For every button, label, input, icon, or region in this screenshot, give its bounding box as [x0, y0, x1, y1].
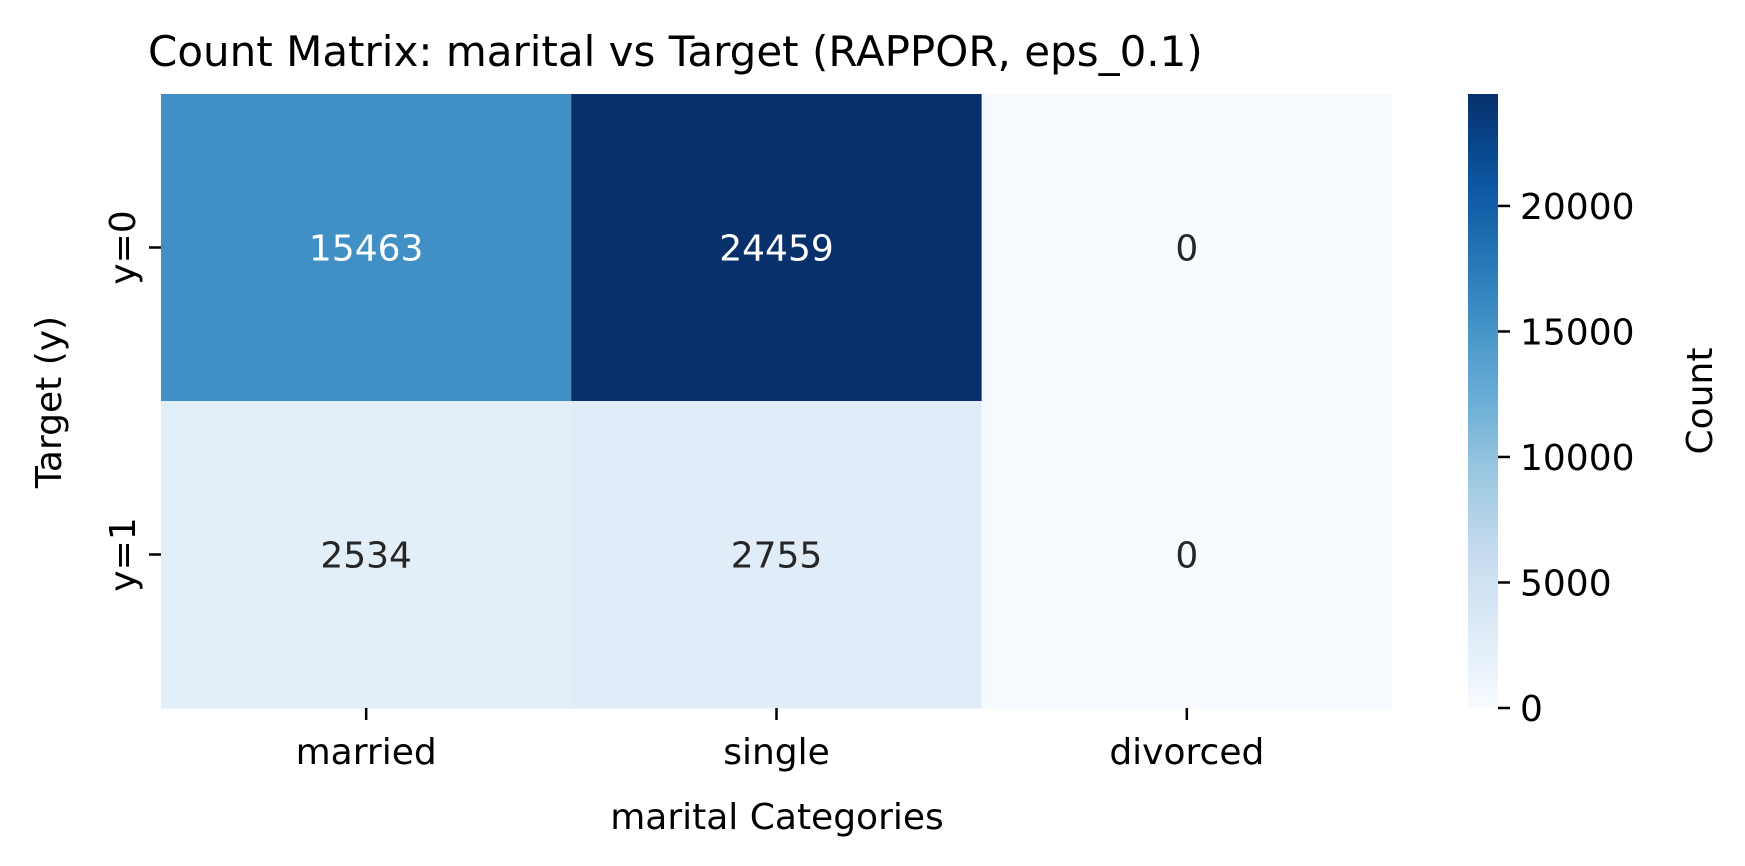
cell-value-label: 0	[1175, 229, 1198, 270]
y-axis-ticks: y=0 y=1	[103, 210, 161, 592]
heatmap-cell	[981, 94, 1393, 402]
heatmap-cell	[981, 401, 1393, 709]
heatmap-cell	[571, 401, 983, 709]
heatmap-cell	[571, 94, 983, 402]
colorbar-tick-label: 0	[1520, 689, 1543, 730]
heatmap-cells: 15463 24459 0 2534 2755 0	[161, 94, 1393, 709]
cell-value-label: 2755	[731, 536, 823, 577]
colorbar	[1468, 94, 1498, 708]
x-axis-label: marital Categories	[610, 797, 944, 838]
x-tick-label: divorced	[1109, 732, 1264, 773]
heatmap-cell	[161, 401, 572, 709]
chart-title: Count Matrix: marital vs Target (RAPPOR,…	[148, 27, 1203, 76]
colorbar-label: Count	[1680, 348, 1721, 455]
colorbar-tick-label: 15000	[1520, 312, 1635, 353]
colorbar-ticks: 0 5000 10000 15000 20000	[1498, 187, 1635, 730]
cell-value-label: 24459	[719, 229, 834, 270]
y-tick-label: y=0	[103, 210, 144, 284]
cell-value-label: 15463	[309, 229, 424, 270]
colorbar-tick-label: 10000	[1520, 438, 1635, 479]
colorbar-tick-label: 20000	[1520, 187, 1635, 228]
y-axis-label: Target (y)	[29, 316, 70, 489]
cell-value-label: 0	[1175, 536, 1198, 577]
cell-value-label: 2534	[320, 536, 412, 577]
x-axis-ticks: married single divorced	[296, 708, 1264, 773]
x-tick-label: married	[296, 732, 437, 773]
x-tick-label: single	[723, 732, 830, 773]
heatmap-cell	[161, 94, 572, 402]
y-tick-label: y=1	[103, 517, 144, 591]
colorbar-tick-label: 5000	[1520, 563, 1612, 604]
